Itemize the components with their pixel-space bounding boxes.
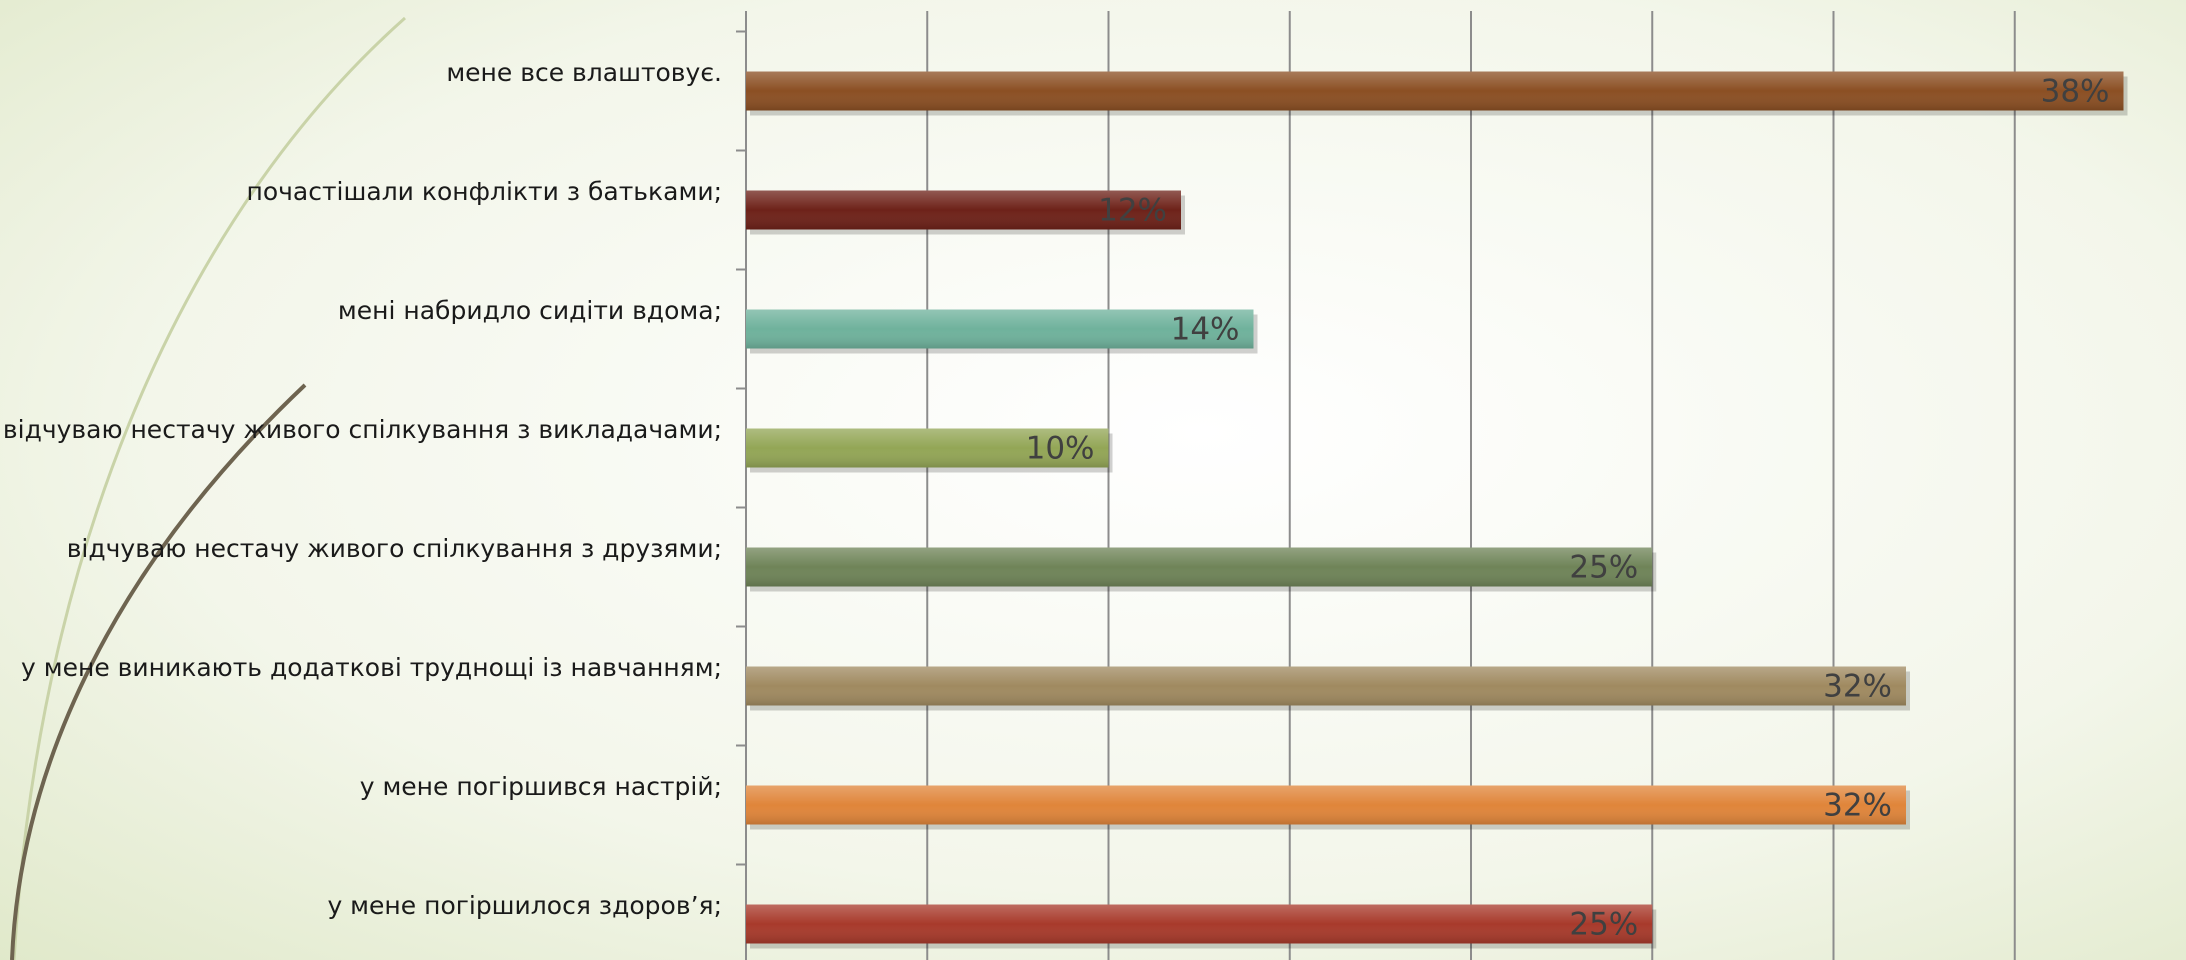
- bar-shine: [746, 309, 1254, 349]
- bar-shine: [746, 428, 1109, 468]
- category-label: у мене погіршився настрій;: [360, 772, 722, 801]
- category-label: мене все влаштовує.: [446, 58, 722, 87]
- bar-shine: [746, 785, 1906, 825]
- bar-shine: [746, 666, 1906, 706]
- plot: мене все влаштовує. 38% почастішали конфлі…: [3, 11, 2128, 960]
- category-label: мені набридло сидіти вдома;: [338, 296, 722, 325]
- value-label: 32%: [1823, 788, 1892, 824]
- value-label: 25%: [1569, 550, 1638, 586]
- decor-curve: [10, 383, 307, 960]
- decor-curve: [12, 16, 406, 960]
- bar-shine: [746, 547, 1653, 587]
- category-label: відчуваю нестачу живого спілкування з др…: [67, 534, 722, 563]
- category-label: у мене виникають додаткові труднощі із н…: [21, 653, 722, 682]
- bar-shine: [746, 71, 2124, 111]
- value-label: 25%: [1569, 907, 1638, 943]
- value-label: 10%: [1026, 431, 1095, 467]
- value-label: 12%: [1098, 193, 1167, 229]
- value-label: 14%: [1171, 312, 1240, 348]
- category-label: відчуваю нестачу живого спілкування з ви…: [3, 415, 722, 444]
- category-label: почастішали конфлікти з батьками;: [247, 177, 722, 206]
- category-label: у мене погіршилося здоров’я;: [327, 891, 722, 920]
- bar-shine: [746, 190, 1181, 230]
- value-label: 38%: [2041, 74, 2110, 110]
- bar-shine: [746, 904, 1653, 944]
- value-label: 32%: [1823, 669, 1892, 705]
